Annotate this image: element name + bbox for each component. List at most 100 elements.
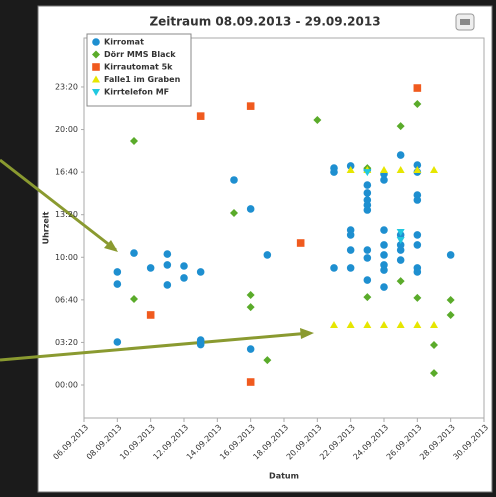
point (313, 115, 322, 124)
point (346, 162, 355, 170)
y-tick-label: 03:20 (55, 338, 78, 347)
point (246, 290, 255, 299)
legend-box (86, 33, 192, 107)
point (396, 228, 405, 236)
y-tick-label: 20:00 (55, 125, 78, 134)
point (430, 340, 438, 349)
point (363, 246, 372, 254)
annotation-arrowhead (104, 240, 118, 252)
point (396, 320, 405, 328)
point (396, 122, 405, 131)
y-tick-label: 16:40 (55, 168, 78, 177)
point (146, 264, 155, 272)
point (380, 320, 388, 328)
point (430, 165, 438, 173)
point (413, 320, 422, 328)
point (196, 112, 205, 120)
point (163, 250, 172, 258)
point (230, 176, 238, 184)
point (130, 137, 138, 146)
point (396, 165, 405, 173)
point (413, 165, 422, 173)
point (446, 251, 455, 259)
point (180, 274, 188, 282)
point (113, 338, 122, 346)
legend-label: Kirromat (104, 38, 144, 47)
point (130, 249, 138, 257)
point (196, 268, 205, 276)
point (380, 251, 388, 259)
point (263, 356, 272, 365)
point (163, 261, 172, 269)
legend-label: Kirrtelefon MF (104, 88, 169, 97)
point (163, 281, 172, 289)
point (380, 165, 388, 173)
point (413, 99, 422, 108)
point (363, 320, 372, 328)
y-tick-label: 23:20 (55, 82, 78, 91)
point (113, 268, 122, 276)
point (246, 378, 255, 386)
point (380, 266, 388, 274)
legend-label: Falle1 im Graben (104, 75, 181, 84)
point (246, 345, 255, 353)
point (346, 246, 355, 254)
legend-marker (92, 75, 100, 83)
annotation-arrowhead (300, 328, 314, 339)
point (396, 246, 405, 254)
point (413, 268, 422, 276)
point (413, 293, 422, 302)
point (396, 277, 405, 286)
y-tick-label: 06:40 (55, 295, 78, 304)
point (396, 237, 405, 245)
point (246, 205, 255, 213)
legend-marker (92, 38, 100, 46)
point (330, 168, 338, 176)
chart-title: Zeitraum 08.09.2013 - 29.09.2013 (149, 15, 380, 29)
point (346, 231, 355, 239)
point (413, 241, 422, 249)
point (246, 303, 255, 312)
point (380, 226, 388, 234)
point (413, 84, 422, 92)
point (330, 264, 338, 272)
point (380, 176, 388, 184)
legend-marker (92, 50, 100, 59)
point (413, 231, 422, 239)
point (330, 320, 338, 328)
legend-marker (92, 63, 100, 71)
legend: Kirromat Dörr MMS Black Kirrautomat 5k Fall… (86, 33, 192, 107)
point (396, 256, 405, 264)
point (363, 254, 372, 262)
point (396, 151, 405, 159)
point (246, 102, 255, 110)
point (130, 294, 138, 303)
point (346, 320, 355, 328)
y-tick-label: 13:20 (55, 210, 78, 219)
point (363, 181, 372, 189)
point (296, 239, 305, 247)
y-tick-label: 00:00 (55, 381, 78, 390)
point (180, 262, 188, 270)
point (446, 296, 455, 305)
annotation-arrow (0, 158, 117, 252)
point (363, 206, 372, 214)
point (363, 189, 372, 197)
point (413, 161, 422, 169)
point (230, 208, 238, 217)
x-axis-label: Datum (269, 472, 299, 481)
point (413, 196, 422, 204)
point (113, 280, 122, 288)
print-button[interactable] (455, 13, 475, 31)
point (380, 283, 388, 291)
legend-label: Kirrautomat 5k (104, 63, 173, 72)
y-axis-label: Uhrzeit (42, 211, 51, 244)
point (146, 311, 155, 319)
point (363, 293, 372, 302)
point (263, 251, 272, 259)
point (346, 165, 355, 173)
point (430, 369, 438, 378)
point (346, 264, 355, 272)
y-tick-label: 10:00 (55, 253, 78, 262)
